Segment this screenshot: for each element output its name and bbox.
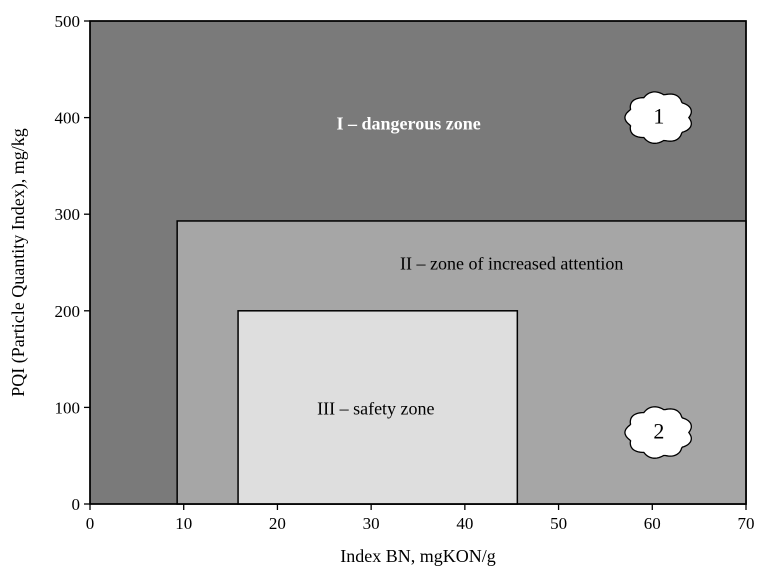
cloud-label: 2 [653, 419, 664, 444]
x-tick-label: 20 [269, 514, 286, 533]
cloud-shape [624, 406, 692, 459]
cloud-marker-2: 2 [624, 406, 692, 459]
markers-layer: 12 [624, 91, 692, 459]
zone-labels-layer: I – dangerous zone II – zone of increased… [317, 113, 623, 418]
x-tick-label: 0 [86, 514, 95, 533]
x-tick-label: 60 [644, 514, 661, 533]
x-axis-title: Index BN, mgKON/g [340, 546, 496, 566]
x-tick-label: 10 [175, 514, 192, 533]
x-tick-label: 30 [363, 514, 380, 533]
y-tick-label: 200 [55, 302, 81, 321]
plot-frame [89, 20, 747, 505]
cloud-label: 1 [653, 104, 664, 129]
y-tick-label: 0 [72, 495, 81, 514]
x-tick-label: 40 [456, 514, 473, 533]
cloud-marker-1: 1 [624, 91, 692, 144]
y-tick-label: 400 [55, 109, 81, 128]
zone-1-label: I – dangerous zone [337, 113, 481, 133]
y-axis-title: PQI (Particle Quantity Index), mg/kg [8, 128, 29, 396]
y-axis: 0 100 200 300 400 500 [55, 12, 90, 514]
y-tick-label: 500 [55, 12, 81, 31]
cloud-shape [624, 91, 692, 144]
zone-3-label: III – safety zone [317, 398, 434, 418]
zone-3-area [237, 310, 519, 505]
x-tick-label: 70 [738, 514, 755, 533]
y-tick-label: 300 [55, 205, 81, 224]
y-tick-label: 100 [55, 398, 81, 417]
x-axis: 0 10 20 30 40 50 60 70 [86, 504, 755, 533]
zone-2-label: II – zone of increased attention [400, 254, 623, 274]
x-tick-label: 50 [550, 514, 567, 533]
